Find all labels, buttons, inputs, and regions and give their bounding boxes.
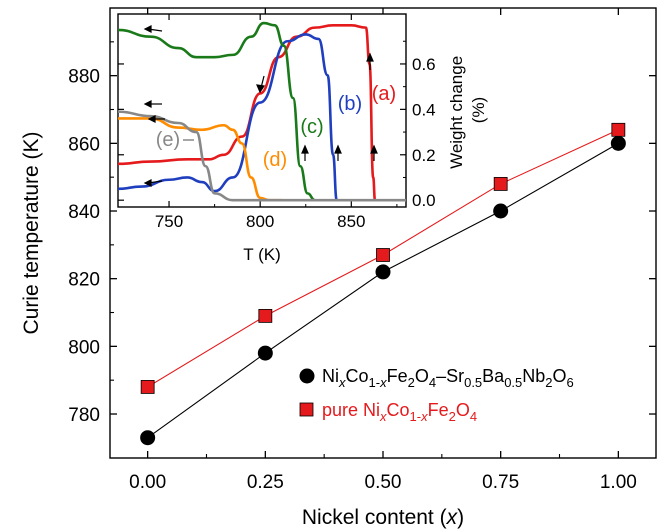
arrow-up-a	[366, 52, 374, 70]
inset-series-label: (b)	[338, 93, 362, 115]
main-point-circle	[375, 264, 391, 280]
main-point-square	[493, 177, 508, 191]
legend-label-composite: NixCo1-xFe2O4–Sr0.5Ba0.5Nb2O6	[322, 366, 574, 390]
arrow-down-mid	[256, 75, 266, 94]
legend-label-pure: pure NixCo1-xFe2O4	[322, 400, 477, 424]
inset-series-label: (a)	[372, 83, 396, 105]
inset-y-axis-title-line2: (%)	[469, 97, 488, 123]
main-point-circle	[257, 345, 273, 361]
inset-x-tick-label: 850	[337, 212, 365, 231]
arrow-left-c	[143, 25, 163, 33]
legend-marker-composite	[299, 368, 315, 384]
main-x-tick-label: 0.75	[482, 472, 519, 493]
legend: NixCo1-xFe2O4–Sr0.5Ba0.5Nb2O6 pure NixCo…	[299, 366, 574, 424]
main-x-tick-label: 0.00	[129, 472, 166, 493]
main-x-axis-title: Nickel content (x)	[302, 506, 464, 529]
main-point-circle	[610, 135, 626, 151]
main-x-tick-label: 0.25	[247, 472, 284, 493]
main-point-circle	[140, 430, 156, 446]
arrow-up-right	[370, 144, 378, 161]
inset-x-tick-label: 750	[155, 212, 183, 231]
main-y-axis-title: Curie temperature (K)	[20, 131, 43, 334]
arrow-up-c	[301, 144, 309, 161]
inset-series-label: (e)	[156, 129, 180, 151]
main-point-circle	[493, 203, 509, 219]
inset-curve-1	[117, 33, 339, 202]
main-y-tick-label: 820	[68, 270, 100, 291]
inset-y-tick-label: 0.2	[412, 146, 436, 165]
inset-curve-3	[117, 117, 283, 202]
main-y-tick-label: 880	[68, 67, 100, 88]
main-point-square	[376, 248, 390, 262]
main-x-tick-label: 0.50	[365, 472, 402, 493]
arrow-left-e	[143, 100, 162, 108]
inset-series-labels: (a) (b) (c) (d) (e)	[156, 83, 396, 171]
arrow-up-b	[334, 144, 342, 161]
inset-direction-arrows	[143, 25, 378, 187]
inset-y-tick-label: 0.0	[412, 191, 436, 210]
main-point-square	[258, 308, 273, 323]
arrow-left-d	[147, 115, 165, 123]
main-y-tick-label: 860	[68, 134, 100, 155]
inset-y-tick-label: 0.6	[412, 55, 436, 74]
inset-y-axis-title: Weight change (%)	[447, 51, 488, 169]
main-x-tick-label: 1.00	[600, 472, 637, 493]
main-point-square	[611, 122, 626, 137]
inset-x-tick-label: 800	[246, 212, 274, 231]
inset-series-label: (d)	[263, 149, 287, 171]
inset-axis-ticks: 750 800 850 0.0 0.2 0.4 0.6	[118, 14, 436, 231]
main-y-tick-label: 800	[68, 337, 100, 358]
legend-marker-pure	[299, 402, 314, 417]
inset-plot-frame	[117, 13, 407, 208]
main-y-tick-label: 840	[68, 202, 100, 223]
inset-curve-2	[117, 21, 316, 202]
inset-y-axis-title-line1: Weight change	[447, 56, 466, 169]
main-axis-ticks: 0.00 0.25 0.50 0.75 1.00 780 800 820 840 860 880	[68, 8, 656, 493]
inset-x-axis-title: T (K)	[243, 245, 280, 264]
main-y-tick-label: 780	[68, 405, 100, 426]
main-series-markers	[140, 122, 626, 446]
main-point-square	[140, 380, 155, 394]
inset-y-tick-label: 0.4	[412, 100, 436, 119]
inset-series-label: (c)	[300, 116, 323, 138]
arrow-left-b	[143, 179, 163, 187]
